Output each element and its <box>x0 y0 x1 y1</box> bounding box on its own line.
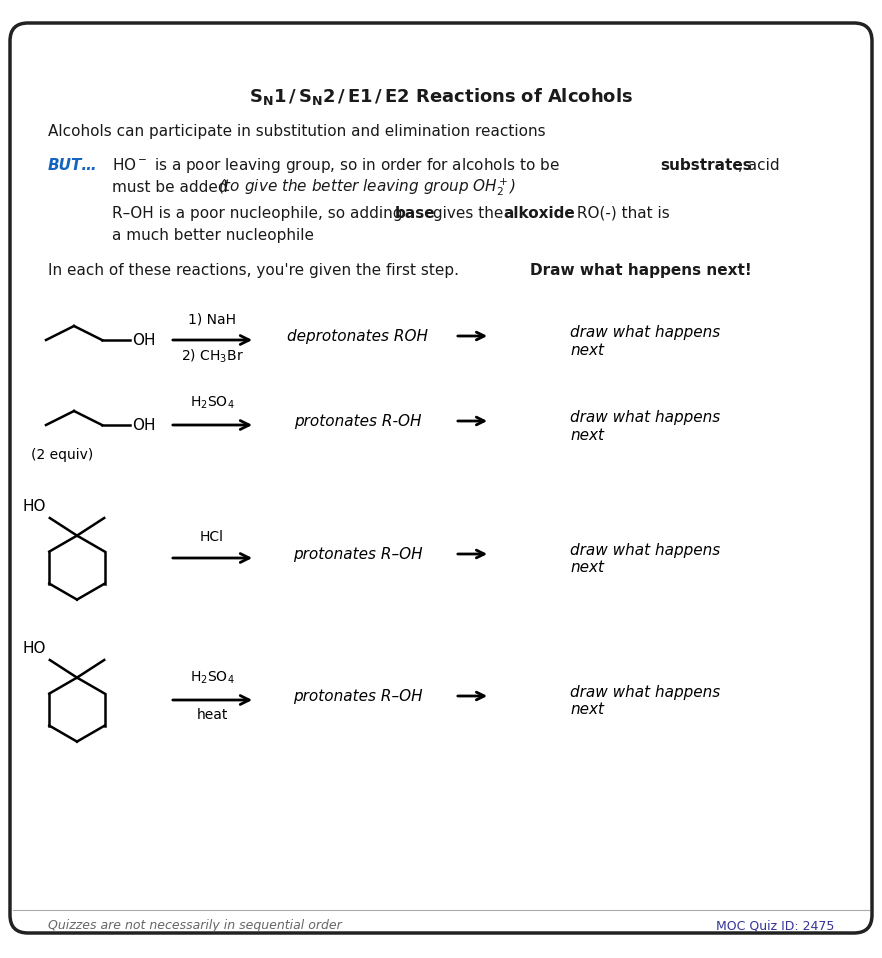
Text: a much better nucleophile: a much better nucleophile <box>112 227 314 242</box>
Text: deprotonates ROH: deprotonates ROH <box>288 329 429 344</box>
Text: alkoxide: alkoxide <box>503 206 575 220</box>
Text: H$_2$SO$_4$: H$_2$SO$_4$ <box>190 670 235 686</box>
Text: next: next <box>570 560 604 576</box>
Text: 1) NaH: 1) NaH <box>188 312 236 326</box>
Text: HCl: HCl <box>200 530 224 544</box>
Text: In each of these reactions, you're given the first step.: In each of these reactions, you're given… <box>48 262 464 278</box>
Text: gives the: gives the <box>428 206 508 220</box>
Text: next: next <box>570 343 604 357</box>
Text: HO: HO <box>22 499 46 514</box>
Text: protonates R–OH: protonates R–OH <box>293 689 422 703</box>
Text: draw what happens: draw what happens <box>570 325 721 339</box>
FancyBboxPatch shape <box>10 23 872 933</box>
Text: HO: HO <box>22 641 46 656</box>
Text: substrates: substrates <box>660 157 751 172</box>
Text: OH: OH <box>132 418 155 432</box>
Text: Alcohols can participate in substitution and elimination reactions: Alcohols can participate in substitution… <box>48 124 546 139</box>
Text: must be added: must be added <box>112 179 233 194</box>
Text: R–OH is a poor nucleophile, so adding: R–OH is a poor nucleophile, so adding <box>112 206 407 220</box>
Text: OH: OH <box>132 332 155 348</box>
Text: $\mathbf{S_N1\,/\,S_N2\,/\,E1\,/\,E2}$ $\mathbf{Reactions\ of\ Alcohols}$: $\mathbf{S_N1\,/\,S_N2\,/\,E1\,/\,E2}$ $… <box>249 85 633 106</box>
Text: next: next <box>570 427 604 443</box>
Text: Draw what happens next!: Draw what happens next! <box>530 262 751 278</box>
Text: (to give the better leaving group OH$_2^+$): (to give the better leaving group OH$_2^… <box>218 176 516 198</box>
Text: MOC Quiz ID: 2475: MOC Quiz ID: 2475 <box>715 920 834 932</box>
Text: HO$^-$ is a poor leaving group, so in order for alcohols to be: HO$^-$ is a poor leaving group, so in or… <box>112 155 560 174</box>
Text: BUT…: BUT… <box>48 157 98 172</box>
Text: , acid: , acid <box>738 157 780 172</box>
Text: draw what happens: draw what happens <box>570 409 721 424</box>
Text: protonates R–OH: protonates R–OH <box>293 546 422 561</box>
Text: protonates R-OH: protonates R-OH <box>295 414 422 428</box>
Text: next: next <box>570 702 604 718</box>
Text: heat: heat <box>197 708 228 722</box>
Text: H$_2$SO$_4$: H$_2$SO$_4$ <box>190 395 235 411</box>
Text: 2) CH$_3$Br: 2) CH$_3$Br <box>181 348 243 365</box>
Text: (2 equiv): (2 equiv) <box>31 448 93 462</box>
Text: draw what happens: draw what happens <box>570 685 721 699</box>
Text: base: base <box>395 206 436 220</box>
Text: Quizzes are not necessarily in sequential order: Quizzes are not necessarily in sequentia… <box>48 920 341 932</box>
Text: RO(-) that is: RO(-) that is <box>572 206 669 220</box>
Text: draw what happens: draw what happens <box>570 542 721 558</box>
